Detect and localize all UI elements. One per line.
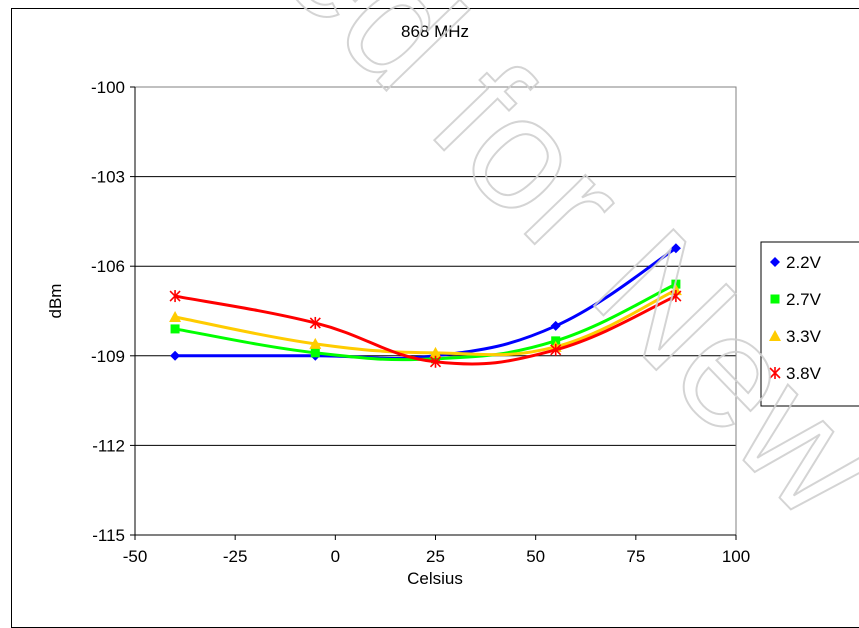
data-point	[170, 324, 180, 334]
data-point	[169, 290, 181, 303]
x-tick-label: 25	[426, 547, 445, 566]
y-axis-title: dBm	[46, 284, 65, 319]
data-point	[670, 243, 681, 254]
chart: 868 MHz -100 -103 -106 -109 -112 -115 -50 -25 0…	[46, 22, 859, 588]
legend-label: 3.8V	[786, 364, 822, 383]
y-tick-label: -103	[91, 168, 125, 187]
data-point	[670, 290, 682, 303]
y-tick-label: -112	[92, 436, 125, 455]
legend-label: 3.3V	[786, 327, 822, 346]
data-point	[169, 310, 182, 322]
series-3.8V	[169, 290, 682, 368]
legend-label: 2.2V	[786, 253, 822, 272]
data-point	[429, 355, 442, 368]
data-point	[550, 343, 562, 356]
data-point	[309, 316, 321, 329]
x-axis-title: Celsius	[407, 569, 463, 588]
y-tick-label: -115	[92, 526, 125, 545]
y-tick-label: -100	[91, 78, 125, 97]
x-axis-ticks: -50 -25 0 25 50 75 100	[123, 534, 750, 566]
series-line	[174, 282, 677, 362]
chart-title: 868 MHz	[401, 22, 469, 41]
x-tick-label: -50	[123, 547, 148, 566]
series-group	[169, 243, 682, 368]
x-tick-label: 100	[722, 547, 750, 566]
legend-marker	[770, 294, 780, 304]
data-point	[550, 320, 561, 331]
data-point	[309, 337, 322, 349]
legend-label: 2.7V	[786, 290, 822, 309]
legend-box	[760, 241, 859, 407]
y-tick-label: -109	[91, 347, 125, 366]
x-tick-label: -25	[223, 547, 248, 566]
x-tick-label: 0	[331, 547, 340, 566]
legend-marker	[769, 367, 781, 379]
legend-marker	[769, 330, 781, 341]
data-point	[429, 346, 442, 358]
x-tick-label: 75	[626, 547, 645, 566]
legend: 2.2V 2.7V 3.3V 3.8V	[760, 241, 859, 407]
y-axis-ticks: -100 -103 -106 -109 -112 -115	[91, 78, 136, 545]
x-tick-label: 50	[526, 547, 545, 566]
y-tick-label: -106	[91, 257, 125, 276]
data-point	[310, 348, 320, 358]
series-2.7V	[170, 279, 681, 364]
legend-marker	[770, 257, 780, 267]
data-point	[170, 350, 181, 361]
